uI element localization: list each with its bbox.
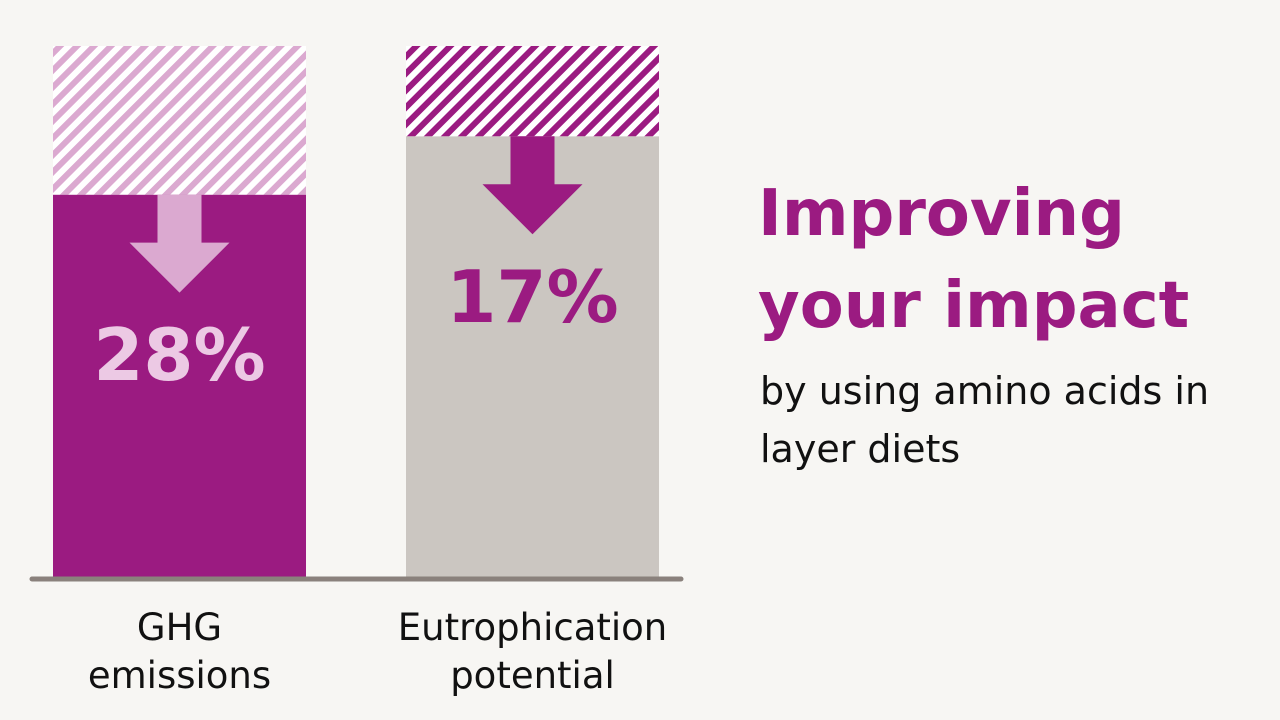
- reduction-bar: [53, 46, 306, 195]
- chart-subtitle: by using amino acids in layer diets: [760, 369, 1210, 471]
- arrow: [482, 136, 583, 235]
- arrow: [129, 194, 230, 293]
- x-tick-label: Eutrophication potential: [397, 606, 668, 697]
- chart-title: Improving your impact: [758, 177, 1190, 343]
- value-label: 28%: [93, 313, 265, 397]
- value-label: 17%: [446, 255, 618, 339]
- x-tick-label: GHG emissions: [87, 606, 272, 697]
- reduction-bar: [406, 46, 659, 137]
